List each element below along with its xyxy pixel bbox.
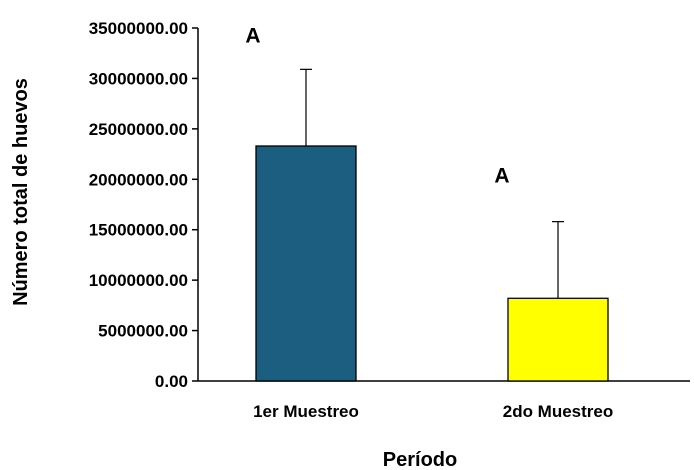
y-tick-label: 35000000.00 [89,19,188,38]
y-tick-label: 15000000.00 [89,221,188,240]
y-tick-label: 10000000.00 [89,271,188,290]
y-tick-label: 25000000.00 [89,120,188,139]
x-axis-title: Período [383,449,457,470]
y-tick-label: 20000000.00 [89,170,188,189]
x-tick-label: 1er Muestreo [253,402,359,421]
group-letter-2: A [494,165,509,188]
group-letter-1: A [245,24,260,47]
bar-2 [507,297,609,382]
y-tick-label: 5000000.00 [98,322,188,341]
bar-1 [255,145,357,382]
y-tick-label: 0.00 [155,372,188,391]
x-tick-label: 2do Muestreo [503,402,614,421]
y-axis-title: Número total de huevos [10,78,32,306]
y-tick-label: 30000000.00 [89,69,188,88]
